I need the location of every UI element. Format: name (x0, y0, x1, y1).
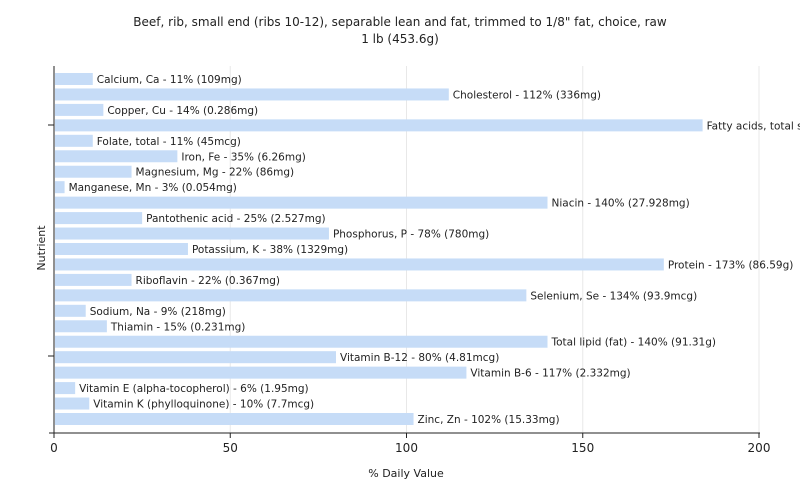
bar (55, 227, 329, 240)
bar-label: Magnesium, Mg - 22% (86mg) (136, 167, 295, 179)
bar-label: Total lipid (fat) - 140% (91.31g) (551, 337, 716, 349)
bar (55, 289, 527, 302)
x-axis-title: % Daily Value (368, 467, 444, 480)
bar (55, 413, 414, 425)
bar (55, 119, 703, 132)
bar (55, 258, 664, 271)
chart-title: Beef, rib, small end (ribs 10-12), separ… (133, 15, 667, 29)
bar (55, 273, 132, 286)
bar-label: Manganese, Mn - 3% (0.054mg) (69, 182, 237, 194)
bar-label: Cholesterol - 112% (336mg) (453, 89, 601, 101)
bar (55, 196, 548, 209)
x-tick-label: 0 (50, 441, 58, 455)
bar (55, 103, 104, 116)
bar (55, 243, 188, 255)
chart-subtitle: 1 lb (453.6g) (361, 32, 439, 46)
bar-labels: Calcium, Ca - 11% (109mg) Cholesterol - 1… (69, 74, 800, 426)
bar (55, 382, 76, 395)
bar (55, 304, 86, 317)
bar (55, 397, 90, 410)
x-tick-label: 50 (223, 441, 238, 455)
bar (55, 212, 143, 225)
bar (55, 88, 449, 101)
bar-label: Calcium, Ca - 11% (109mg) (97, 74, 242, 86)
bar-label: Riboflavin - 22% (0.367mg) (136, 275, 280, 287)
bar-label: Protein - 173% (86.59g) (668, 259, 794, 271)
bar-label: Folate, total - 11% (45mcg) (97, 136, 241, 148)
bar (55, 366, 467, 379)
bar-label: Pantothenic acid - 25% (2.527mg) (146, 213, 325, 225)
bar-label: Vitamin E (alpha-tocopherol) - 6% (1.95m… (79, 383, 309, 395)
bar-label: Fatty acids, total saturated - 184% (36.… (707, 120, 800, 132)
x-tick-label: 100 (395, 441, 418, 455)
bar (55, 181, 65, 194)
bar-label: Niacin - 140% (27.928mg) (552, 198, 690, 210)
bar-label: Zinc, Zn - 102% (15.33mg) (418, 414, 560, 426)
bars (55, 73, 703, 425)
bar (55, 73, 93, 85)
y-axis-title: Nutrient (35, 225, 48, 271)
bar-label: Vitamin B-12 - 80% (4.81mcg) (340, 352, 499, 364)
chart-title-block: Beef, rib, small end (ribs 10-12), separ… (0, 14, 800, 48)
bar-label: Iron, Fe - 35% (6.26mg) (181, 151, 305, 163)
bar-label: Potassium, K - 38% (1329mg) (192, 244, 348, 256)
axes: 0 50 100 150 200 (48, 66, 770, 455)
bar-label: Vitamin B-6 - 117% (2.332mg) (470, 368, 630, 380)
bar (55, 351, 336, 364)
bar (55, 150, 178, 163)
x-tick-label: 200 (748, 441, 771, 455)
bar (55, 335, 548, 348)
bar (55, 320, 107, 333)
bar (55, 134, 93, 147)
bar-label: Phosphorus, P - 78% (780mg) (333, 229, 489, 241)
bar-label: Thiamin - 15% (0.231mg) (110, 321, 246, 333)
bar (55, 165, 132, 178)
bar-label: Sodium, Na - 9% (218mg) (90, 306, 226, 318)
bar-label: Selenium, Se - 134% (93.9mcg) (530, 290, 697, 302)
x-tick-label: 150 (571, 441, 594, 455)
bar-label: Vitamin K (phylloquinone) - 10% (7.7mcg) (93, 399, 314, 411)
bar-label: Copper, Cu - 14% (0.286mg) (107, 105, 258, 117)
